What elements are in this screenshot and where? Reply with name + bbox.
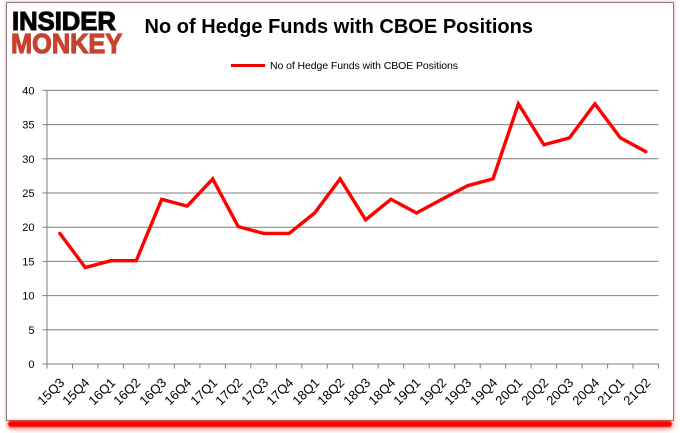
svg-text:0: 0 <box>28 359 34 371</box>
svg-text:15: 15 <box>22 256 34 268</box>
svg-text:20: 20 <box>22 222 34 234</box>
svg-text:5: 5 <box>28 325 34 337</box>
svg-text:30: 30 <box>22 154 34 166</box>
svg-text:35: 35 <box>22 120 34 132</box>
svg-text:40: 40 <box>22 85 34 97</box>
svg-text:10: 10 <box>22 291 34 303</box>
svg-text:25: 25 <box>22 188 34 200</box>
